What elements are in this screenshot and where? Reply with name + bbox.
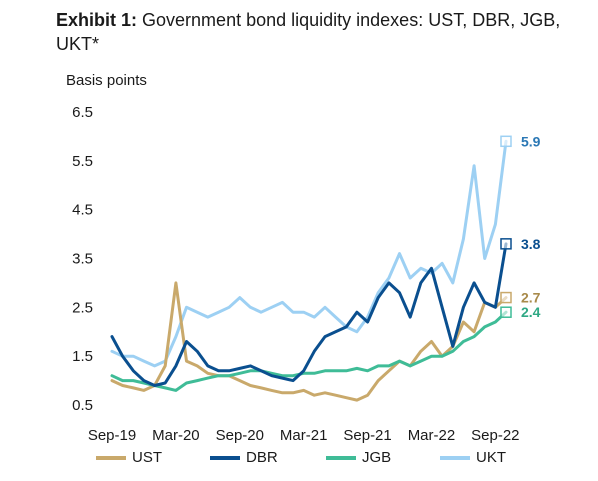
x-tick-label: Mar-22	[408, 427, 456, 444]
end-marker-ust	[500, 291, 512, 304]
x-tick-label: Sep-22	[471, 427, 519, 444]
exhibit-label: Exhibit 1:	[56, 10, 138, 30]
x-tick-label: Sep-21	[343, 427, 391, 444]
legend-swatch	[440, 455, 470, 460]
x-ticks: Sep-19 Mar-20 Sep-20 Mar-21 Sep-21 Mar-22 Sep-…	[88, 427, 520, 444]
legend-item-ukt: UKT	[440, 449, 506, 466]
legend-item-jgb: JGB	[326, 449, 391, 466]
series-lines	[110, 139, 508, 402]
x-tick-label: Sep-20	[216, 427, 264, 444]
y-axis-label: Basis points	[66, 72, 147, 89]
y-tick-label: 5.5	[72, 153, 93, 170]
end-marker-jgb	[500, 306, 512, 318]
end-marker-ukt	[500, 135, 512, 148]
end-value-label-ust: 2.7	[521, 290, 541, 306]
series-line-ukt	[110, 139, 508, 368]
legend: UST DBR JGB UKT	[0, 449, 598, 473]
series-line-ust	[110, 281, 508, 402]
y-tick-label: 3.5	[72, 251, 93, 268]
y-tick-label: 0.5	[72, 397, 93, 414]
legend-label: DBR	[246, 449, 278, 466]
series-line-dbr	[110, 242, 508, 387]
y-tick-label: 4.5	[72, 202, 93, 219]
x-tick-label: Mar-20	[152, 427, 200, 444]
legend-swatch	[210, 455, 240, 460]
legend-swatch	[326, 455, 356, 460]
chart-title-text: Government bond liquidity indexes: UST, …	[56, 10, 561, 54]
x-tick-label: Sep-19	[88, 427, 136, 444]
end-value-label-dbr: 3.8	[521, 236, 541, 252]
legend-swatch	[96, 455, 126, 460]
end-value-label-jgb: 2.4	[521, 304, 541, 320]
end-marker-dbr	[500, 238, 512, 250]
legend-label: UKT	[476, 449, 506, 466]
x-tick-label: Mar-21	[280, 427, 328, 444]
chart-title: Exhibit 1: Government bond liquidity ind…	[56, 8, 576, 56]
y-tick-label: 1.5	[72, 348, 93, 365]
y-ticks: 6.5 5.5 4.5 3.5 2.5 1.5 0.5	[72, 104, 93, 414]
series-line-jgb	[110, 310, 508, 392]
end-markers: 5.9 3.8 2.72.4	[500, 133, 541, 320]
end-value-label-ukt: 5.9	[521, 133, 541, 149]
legend-item-ust: UST	[96, 449, 162, 466]
y-tick-label: 2.5	[72, 299, 93, 316]
legend-label: UST	[132, 449, 162, 466]
y-tick-label: 6.5	[72, 104, 93, 121]
legend-item-dbr: DBR	[210, 449, 278, 466]
legend-label: JGB	[362, 449, 392, 466]
